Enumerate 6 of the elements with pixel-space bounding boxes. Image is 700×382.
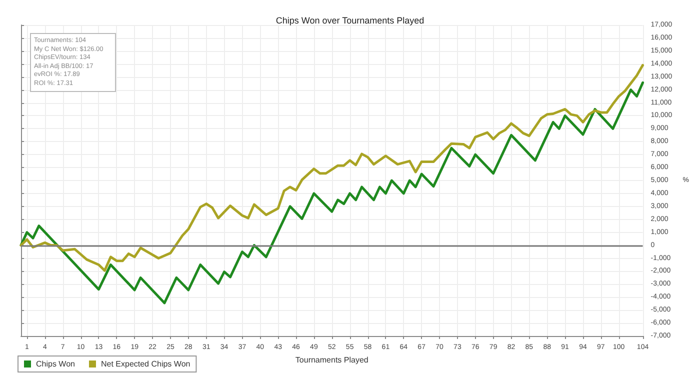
chart-title: Chips Won over Tournaments Played (276, 16, 424, 26)
legend-label: Chips Won (36, 360, 75, 368)
x-axis-title: Tournaments Played (295, 355, 368, 364)
legend-label: Net Expected Chips Won (100, 360, 190, 368)
line-series (20, 81, 644, 304)
line-series (20, 64, 644, 272)
